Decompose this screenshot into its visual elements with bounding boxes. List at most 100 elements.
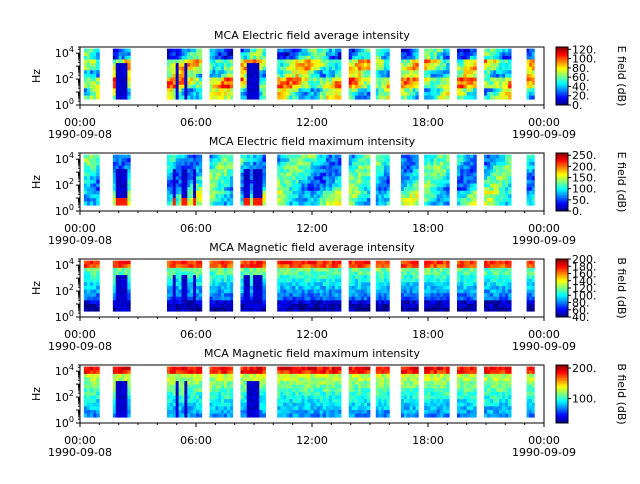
heatmap-cell xyxy=(196,202,199,206)
heatmap-cell xyxy=(361,165,364,169)
heatmap-cell xyxy=(487,191,490,195)
heatmap-cell xyxy=(280,187,283,191)
heatmap-cell xyxy=(122,155,125,159)
heatmap-cell xyxy=(329,297,332,301)
heatmap-cell xyxy=(113,198,116,202)
heatmap-cell xyxy=(215,70,218,74)
heatmap-cell xyxy=(311,74,314,78)
heatmap-cell xyxy=(415,184,418,188)
heatmap-cell xyxy=(440,59,444,63)
heatmap-cell xyxy=(443,74,447,78)
heatmap-cell xyxy=(379,297,382,301)
heatmap-cell xyxy=(527,202,530,206)
heatmap-cell xyxy=(338,67,341,71)
heatmap-cell xyxy=(250,282,254,286)
heatmap-cell xyxy=(415,180,418,184)
heatmap-cell xyxy=(182,165,185,169)
heatmap-cell xyxy=(424,261,428,265)
heatmap-cell xyxy=(212,49,215,53)
heatmap-cell xyxy=(493,268,496,272)
heatmap-cell xyxy=(358,56,361,60)
heatmap-cell xyxy=(499,264,502,268)
heatmap-cell xyxy=(247,49,251,53)
heatmap-cell xyxy=(295,282,298,286)
heatmap-cell xyxy=(212,155,215,159)
heatmap-cell xyxy=(305,279,308,283)
heatmap-cell xyxy=(463,286,467,290)
heatmap-cell xyxy=(212,165,215,169)
heatmap-cell xyxy=(199,198,202,202)
heatmap-cell xyxy=(437,92,441,96)
heatmap-cell xyxy=(167,403,170,407)
heatmap-cell xyxy=(473,70,477,74)
heatmap-cell xyxy=(87,399,90,403)
heatmap-cell xyxy=(184,290,187,294)
heatmap-cell xyxy=(199,173,202,177)
heatmap-cell xyxy=(190,187,193,191)
heatmap-cell xyxy=(119,399,122,403)
heatmap-cell xyxy=(430,74,434,78)
heatmap-cell xyxy=(298,300,301,304)
heatmap-cell xyxy=(323,194,326,198)
heatmap-cell xyxy=(410,268,413,272)
heatmap-cell xyxy=(87,165,90,169)
heatmap-cell xyxy=(508,282,511,286)
heatmap-cell xyxy=(259,169,263,173)
heatmap-cell xyxy=(440,275,444,279)
heatmap-cell xyxy=(193,49,196,53)
heatmap-cell xyxy=(384,63,387,67)
heatmap-cell xyxy=(292,85,295,89)
heatmap-cell xyxy=(404,162,407,166)
heatmap-cell xyxy=(527,187,530,191)
heatmap-cell xyxy=(505,290,508,294)
heatmap-cell xyxy=(355,155,358,159)
heatmap-cell xyxy=(221,191,224,195)
heatmap-cell xyxy=(283,63,286,67)
heatmap-cell xyxy=(427,304,431,308)
heatmap-cell xyxy=(467,67,471,71)
heatmap-cell xyxy=(167,385,170,389)
heatmap-cell xyxy=(326,282,329,286)
heatmap-cell xyxy=(224,74,227,78)
heatmap-cell xyxy=(96,96,99,100)
heatmap-cell xyxy=(364,286,367,290)
heatmap-cell xyxy=(173,268,176,272)
heatmap-cell xyxy=(311,268,314,272)
heatmap-cell xyxy=(314,169,317,173)
heatmap-cell xyxy=(253,275,257,279)
heatmap-cell xyxy=(326,70,329,74)
heatmap-cell xyxy=(358,194,361,198)
heatmap-cell xyxy=(473,155,477,159)
heatmap-cell xyxy=(93,300,96,304)
heatmap-cell xyxy=(527,74,530,78)
heatmap-cell xyxy=(332,184,335,188)
heatmap-cell xyxy=(499,279,502,283)
heatmap-cell xyxy=(193,165,196,169)
heatmap-cell xyxy=(367,56,370,60)
heatmap-cell xyxy=(332,56,335,60)
heatmap-cell xyxy=(407,180,410,184)
heatmap-cell xyxy=(529,169,532,173)
heatmap-cell xyxy=(508,304,511,308)
heatmap-cell xyxy=(292,282,295,286)
heatmap-cell xyxy=(119,308,122,312)
heatmap-cell xyxy=(308,165,311,169)
heatmap-cell xyxy=(127,56,130,60)
heatmap-cell xyxy=(415,85,418,89)
heatmap-cell xyxy=(167,377,170,381)
heatmap-cell xyxy=(467,169,471,173)
heatmap-cell xyxy=(401,297,404,301)
heatmap-cell xyxy=(184,297,187,301)
heatmap-cell xyxy=(496,88,499,92)
heatmap-cell xyxy=(387,74,390,78)
heatmap-cell xyxy=(424,78,428,82)
heatmap-cell xyxy=(227,279,230,283)
heatmap-cell xyxy=(434,173,438,177)
heatmap-cell xyxy=(410,282,413,286)
heatmap-cell xyxy=(317,290,320,294)
panel-3: MCA Magnetic field average intensity1001… xyxy=(30,241,628,353)
heatmap-cell xyxy=(323,184,326,188)
heatmap-cell xyxy=(240,88,244,92)
heatmap-cell xyxy=(401,70,404,74)
heatmap-cell xyxy=(283,81,286,85)
